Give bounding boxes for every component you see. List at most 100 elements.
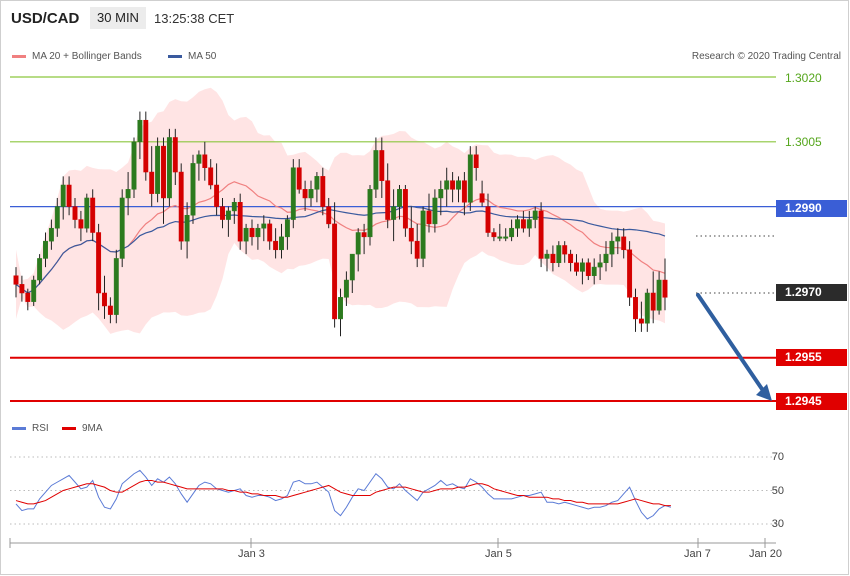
candle-body bbox=[526, 219, 532, 229]
candle-body bbox=[166, 137, 172, 199]
candle-body bbox=[243, 227, 249, 242]
candle-body bbox=[597, 262, 603, 268]
candle-body bbox=[161, 145, 166, 199]
candle-body bbox=[402, 189, 408, 229]
candle-body bbox=[13, 275, 19, 285]
ma50-swatch bbox=[168, 54, 182, 58]
candle-body bbox=[214, 184, 220, 207]
candle-body bbox=[420, 210, 426, 259]
candle-body bbox=[450, 180, 456, 190]
chart-header: USD/CAD 30 MIN 13:25:38 CET bbox=[0, 0, 849, 36]
candle-body bbox=[78, 219, 84, 229]
legend-rsi-label: RSI bbox=[32, 423, 49, 434]
bollinger-band-area bbox=[16, 87, 665, 334]
candle-body bbox=[31, 279, 37, 302]
candle-body bbox=[90, 197, 96, 233]
candle-body bbox=[627, 249, 633, 298]
level-label-s2: 1.2945 bbox=[776, 393, 847, 410]
candle-body bbox=[397, 189, 402, 207]
candle-body bbox=[479, 193, 485, 203]
time-axis bbox=[9, 538, 776, 548]
candle-body bbox=[461, 180, 467, 203]
candle-body bbox=[119, 197, 125, 259]
candle-body bbox=[190, 163, 196, 216]
candle-body bbox=[473, 154, 479, 168]
candle-body bbox=[662, 279, 668, 298]
candle-body bbox=[296, 167, 302, 190]
candle-body bbox=[426, 210, 432, 225]
rsi-level-70: 70 bbox=[771, 451, 784, 463]
rsi-panel bbox=[10, 456, 776, 525]
candle-body bbox=[349, 253, 355, 281]
candle-body bbox=[650, 292, 656, 311]
candle-body bbox=[574, 262, 579, 272]
rsi-line bbox=[15, 469, 672, 520]
candle-body bbox=[320, 176, 326, 207]
candle-body bbox=[202, 154, 208, 168]
candle-body bbox=[591, 266, 597, 276]
candle-body bbox=[391, 206, 397, 220]
forecast-arrow-shaft bbox=[696, 293, 766, 394]
rsi-swatch bbox=[12, 426, 26, 430]
candle-body bbox=[37, 258, 43, 281]
legend-rsi: RSI bbox=[12, 423, 49, 434]
candle-body bbox=[237, 202, 243, 242]
candle-body bbox=[373, 150, 379, 190]
candle-body bbox=[585, 262, 591, 276]
legend-ma20-label: MA 20 + Bollinger Bands bbox=[32, 51, 142, 62]
candle-body bbox=[66, 184, 72, 207]
candle-body bbox=[19, 284, 25, 294]
candle-body bbox=[125, 189, 131, 199]
candle-body bbox=[609, 240, 615, 255]
ma20-swatch bbox=[12, 54, 26, 58]
candle-body bbox=[367, 189, 373, 238]
legend-ma50-label: MA 50 bbox=[188, 51, 217, 62]
candle-body bbox=[184, 214, 190, 242]
candle-body bbox=[273, 240, 279, 251]
candle-body bbox=[279, 236, 284, 251]
level-label-s1: 1.2955 bbox=[776, 349, 847, 366]
x-label-jan3: Jan 3 bbox=[238, 548, 265, 560]
candle-body bbox=[149, 171, 155, 194]
candle-body bbox=[249, 227, 255, 238]
candle-body bbox=[550, 253, 556, 264]
candle-body bbox=[72, 206, 78, 220]
candle-body bbox=[615, 236, 621, 242]
candle-body bbox=[544, 253, 550, 259]
forecast-arrow bbox=[696, 293, 772, 401]
candle-body bbox=[532, 210, 538, 220]
candle-body bbox=[343, 279, 349, 298]
candle-body bbox=[96, 232, 102, 294]
candle-body bbox=[568, 253, 574, 264]
candle-body bbox=[284, 219, 290, 238]
candle-body bbox=[332, 223, 338, 320]
candle-body bbox=[290, 167, 296, 220]
candle-body bbox=[456, 180, 461, 190]
candle-body bbox=[308, 189, 314, 199]
candle-body bbox=[220, 206, 225, 220]
candle-body bbox=[520, 219, 526, 229]
candle-body bbox=[25, 292, 31, 302]
rsi-ma-line bbox=[15, 479, 671, 507]
candle-body bbox=[54, 206, 60, 229]
candle-body bbox=[385, 180, 391, 220]
candle-body bbox=[438, 189, 444, 199]
timeframe-badge[interactable]: 30 MIN bbox=[90, 7, 146, 29]
candle-body bbox=[302, 189, 308, 199]
candle-body bbox=[196, 154, 202, 164]
candle-body bbox=[172, 137, 178, 173]
level-label-current: 1.2970 bbox=[776, 284, 847, 301]
candle-body bbox=[261, 223, 267, 229]
candle-body bbox=[603, 253, 609, 264]
level-label-r2: 1.3020 bbox=[785, 71, 822, 85]
candle-body bbox=[509, 227, 515, 238]
candle-body bbox=[137, 119, 143, 143]
candle-body bbox=[491, 232, 497, 238]
candle-body bbox=[497, 236, 503, 239]
candle-body bbox=[267, 223, 273, 242]
candle-body bbox=[638, 318, 644, 324]
candle-body bbox=[48, 227, 54, 242]
candle-body bbox=[60, 184, 66, 207]
